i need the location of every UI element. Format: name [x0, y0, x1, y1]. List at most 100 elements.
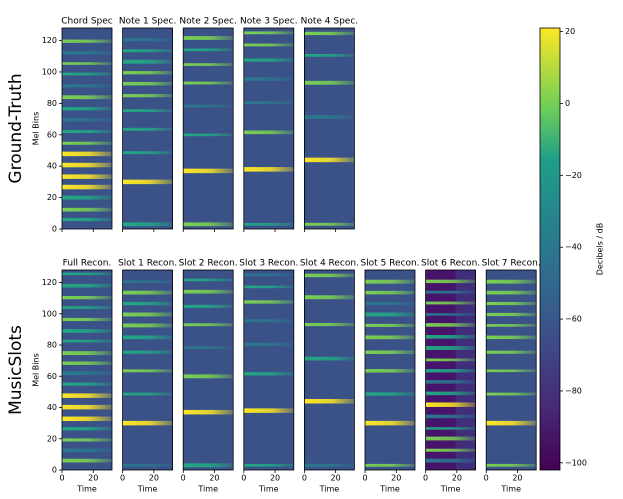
- spectrogram-band: [243, 77, 294, 81]
- spectrogram-band: [62, 329, 112, 333]
- spectrogram-band: [183, 289, 234, 294]
- spectrogram-band: [304, 463, 355, 467]
- spectrogram-band: [122, 222, 173, 227]
- spectrogram-band: [425, 391, 476, 396]
- spectrogram-band: [304, 322, 355, 327]
- spectrogram-band: [62, 404, 112, 410]
- spectrogram-band: [122, 94, 173, 98]
- spectrogram-band: [486, 279, 537, 284]
- panel-frame: [303, 269, 355, 471]
- x-axis-label: Time: [137, 485, 158, 494]
- panel-frame: [182, 269, 234, 471]
- panel-title: Note 3 Spec.: [240, 17, 298, 27]
- x-tick-label: 0: [302, 474, 307, 483]
- spectrogram-band: [243, 101, 294, 105]
- spectrogram-band: [425, 279, 476, 284]
- spectrogram-band: [425, 301, 476, 305]
- spectrogram-band: [122, 464, 173, 467]
- row-label: MusicSlots: [6, 325, 26, 415]
- spectrogram-band: [122, 312, 173, 317]
- panel-title: Note 4 Spec.: [301, 17, 359, 27]
- spectrogram-band: [62, 95, 112, 100]
- panel-frame: [243, 27, 295, 230]
- spectrogram-band: [62, 162, 112, 168]
- panel-frame: [182, 27, 234, 230]
- spectrogram-band: [62, 141, 112, 145]
- spectrogram-band: [425, 346, 476, 350]
- spectrogram-band: [122, 350, 173, 354]
- spectrogram: [243, 28, 294, 229]
- spectrogram-band: [62, 118, 112, 122]
- spectrogram-band: [365, 369, 415, 373]
- y-tick-label: 0: [52, 466, 57, 475]
- x-tick-label: 20: [391, 474, 401, 483]
- spectrogram-band: [365, 312, 415, 317]
- spectrogram-band: [243, 31, 294, 35]
- spectrogram-band: [304, 399, 355, 404]
- spectrogram-band: [183, 222, 234, 227]
- x-axis-label: Time: [197, 485, 218, 494]
- panel-title: Slot 7 Recon.: [482, 259, 541, 269]
- spectrogram-band: [122, 179, 173, 185]
- spectrogram-band: [183, 463, 234, 468]
- spectrogram-band: [62, 458, 112, 463]
- spectrogram-band: [486, 463, 537, 467]
- spectrogram-band: [122, 335, 173, 340]
- spectrogram-band: [62, 361, 112, 365]
- colorbar-tick-label: −20: [565, 171, 582, 180]
- spectrogram-band: [62, 151, 112, 157]
- spectrogram-band: [365, 392, 415, 396]
- x-axis-label: Time: [258, 485, 279, 494]
- spectrogram-band: [122, 280, 173, 283]
- spectrogram-band: [122, 127, 173, 131]
- panel-title: Slot 6 Recon.: [421, 259, 480, 269]
- spectrogram-band: [183, 374, 234, 379]
- spectrogram-band: [486, 301, 537, 306]
- spectrogram-band: [122, 49, 173, 53]
- panel-title: Slot 2 Recon.: [179, 259, 238, 269]
- spectrogram-band: [62, 184, 112, 190]
- spectrogram-band: [62, 51, 112, 55]
- x-tick-label: 0: [423, 474, 428, 483]
- y-axis-label: Mel Bins: [32, 112, 41, 146]
- spectrogram-band: [183, 48, 234, 52]
- spectrogram-band: [365, 302, 415, 306]
- colorbar-tick-label: −60: [565, 315, 582, 324]
- panel-title: Slot 4 Recon.: [300, 259, 359, 269]
- spectrogram: [304, 270, 355, 470]
- x-tick-label: 20: [149, 474, 159, 483]
- spectrogram-band: [425, 436, 476, 441]
- spectrogram-band: [425, 402, 476, 407]
- spectrogram-band: [486, 392, 537, 396]
- spectrogram-band: [486, 290, 537, 295]
- y-tick-label: 100: [42, 67, 57, 76]
- spectrogram-band: [122, 323, 173, 328]
- colorbar-tick-label: 20: [565, 27, 575, 36]
- spectrogram-band: [243, 285, 294, 289]
- y-tick-label: 40: [47, 162, 57, 171]
- spectrogram-band: [304, 80, 355, 85]
- x-tick-label: 0: [241, 474, 246, 483]
- panel-frame: [364, 269, 416, 471]
- spectrogram-band: [183, 63, 234, 66]
- spectrogram-band: [243, 319, 294, 323]
- spectrogram-band: [243, 43, 294, 47]
- spectrogram: [304, 28, 355, 229]
- spectrogram-band: [62, 62, 112, 65]
- spectrogram-band: [62, 130, 112, 134]
- x-axis-label: Time: [500, 485, 521, 494]
- spectrogram-band: [183, 409, 234, 415]
- spectrogram-band: [62, 295, 112, 300]
- spectrogram: [183, 270, 234, 470]
- spectrogram-band: [62, 382, 112, 386]
- spectrogram-band: [486, 312, 537, 317]
- spectrogram-band: [183, 104, 234, 108]
- spectrogram-band: [243, 273, 294, 277]
- spectrogram-band: [183, 133, 234, 137]
- spectrogram-band: [62, 371, 112, 376]
- spectrogram-band: [425, 313, 476, 316]
- colorbar: [539, 27, 561, 471]
- y-axis-label: Mel Bins: [32, 353, 41, 387]
- panel-title: Full Recon.: [63, 259, 112, 269]
